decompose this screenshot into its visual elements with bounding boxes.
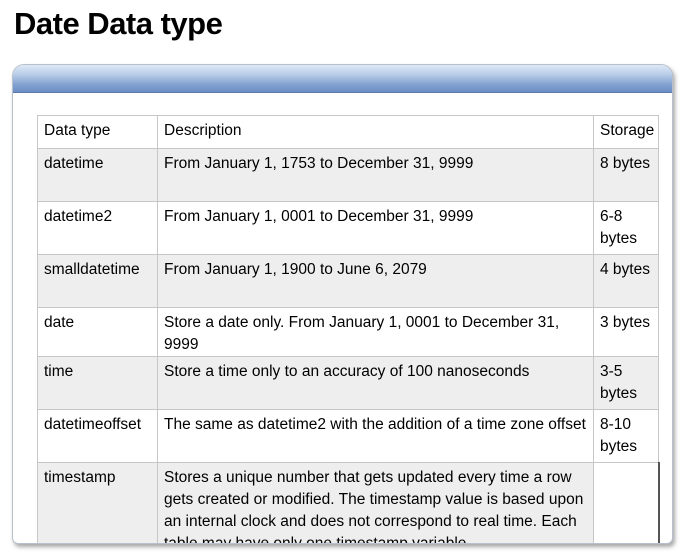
cell-description: From January 1, 0001 to December 31, 999… bbox=[157, 201, 594, 255]
date-types-table: Data type Description Storage datetime F… bbox=[37, 115, 660, 543]
cell-storage: 8 bytes bbox=[592, 148, 660, 202]
cell-description: From January 1, 1753 to December 31, 999… bbox=[157, 148, 594, 202]
table-row: timestamp Stores a unique number that ge… bbox=[37, 462, 660, 543]
cell-data-type: datetimeoffset bbox=[37, 409, 158, 463]
table-header-row: Data type Description Storage bbox=[37, 115, 660, 149]
table-row: date Store a date only. From January 1, … bbox=[37, 307, 660, 357]
cell-description: Store a date only. From January 1, 0001 … bbox=[157, 307, 594, 357]
cell-storage: 8-10 bytes bbox=[592, 409, 660, 463]
table-container: Data type Description Storage datetime F… bbox=[37, 115, 660, 543]
header-description: Description bbox=[157, 115, 594, 149]
table-row: smalldatetime From January 1, 1900 to Ju… bbox=[37, 254, 660, 308]
cell-description: The same as datetime2 with the addition … bbox=[157, 409, 594, 463]
cell-description: From January 1, 1900 to June 6, 2079 bbox=[157, 254, 594, 308]
content-panel: Data type Description Storage datetime F… bbox=[12, 64, 673, 544]
table-row: datetime From January 1, 1753 to Decembe… bbox=[37, 148, 660, 202]
page-title: Date Data type bbox=[14, 6, 223, 41]
cell-storage: 3 bytes bbox=[592, 307, 660, 357]
cell-storage bbox=[592, 462, 660, 543]
panel-header-bar bbox=[13, 65, 672, 93]
cell-data-type: datetime2 bbox=[37, 201, 158, 255]
cell-data-type: datetime bbox=[37, 148, 158, 202]
cell-data-type: timestamp bbox=[37, 462, 158, 543]
cell-data-type: smalldatetime bbox=[37, 254, 158, 308]
cell-data-type: date bbox=[37, 307, 158, 357]
cell-storage: 4 bytes bbox=[592, 254, 660, 308]
table-row: time Store a time only to an accuracy of… bbox=[37, 356, 660, 410]
table-row: datetime2 From January 1, 0001 to Decemb… bbox=[37, 201, 660, 255]
cell-description: Store a time only to an accuracy of 100 … bbox=[157, 356, 594, 410]
header-data-type: Data type bbox=[37, 115, 158, 149]
cell-data-type: time bbox=[37, 356, 158, 410]
header-storage: Storage bbox=[592, 115, 660, 149]
table-row: datetimeoffset The same as datetime2 wit… bbox=[37, 409, 660, 463]
cell-description: Stores a unique number that gets updated… bbox=[157, 462, 594, 543]
cell-storage: 6-8 bytes bbox=[592, 201, 660, 255]
cell-storage: 3-5 bytes bbox=[592, 356, 660, 410]
